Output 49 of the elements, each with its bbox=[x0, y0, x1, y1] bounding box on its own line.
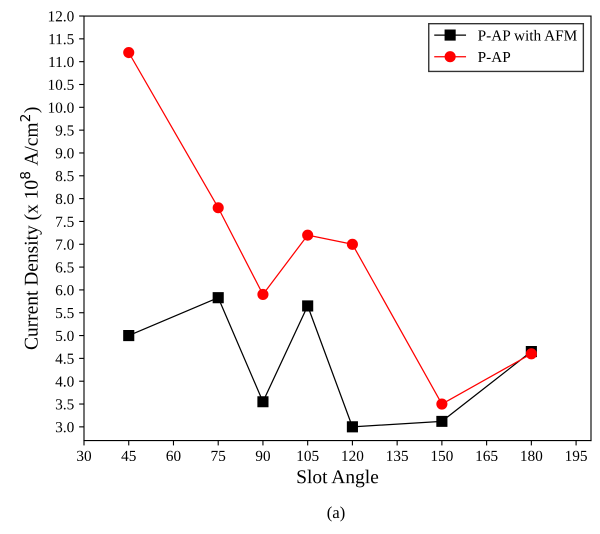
y-tick-label: 8.0 bbox=[56, 194, 74, 204]
x-tick-label: 150 bbox=[432, 450, 453, 462]
x-tick-label: 30 bbox=[77, 450, 92, 462]
point bbox=[212, 292, 224, 304]
y-tick-label: 10.0 bbox=[48, 102, 74, 113]
point bbox=[436, 398, 448, 410]
y-tick-label: 5.0 bbox=[56, 330, 74, 342]
x-tick-label: 90 bbox=[256, 450, 270, 462]
point bbox=[346, 421, 358, 432]
y-tick-label: 7.0 bbox=[56, 239, 74, 250]
y-tick-label: 10.5 bbox=[48, 80, 74, 90]
y-tick-label: 5.5 bbox=[56, 308, 74, 318]
point bbox=[436, 416, 448, 427]
legend-label: P-AP with AFM bbox=[478, 30, 577, 41]
x-tick-label: 120 bbox=[342, 450, 364, 462]
x-tick-label: 135 bbox=[387, 450, 408, 462]
x-tick-label: 75 bbox=[212, 450, 226, 462]
y-tick-label: 9.0 bbox=[56, 148, 74, 158]
point bbox=[257, 396, 268, 408]
y-tick-label: 4.5 bbox=[55, 354, 74, 364]
x-tick-label: 180 bbox=[521, 450, 542, 462]
x-tick-label: 60 bbox=[166, 450, 181, 462]
y-tick-label: 6.0 bbox=[56, 285, 74, 296]
y-tick-label: 12.0 bbox=[48, 11, 74, 22]
x-tick-label: 195 bbox=[566, 450, 587, 462]
y-tick-label: 7.5 bbox=[56, 216, 74, 227]
y-tick-label: 11.0 bbox=[49, 56, 74, 68]
legend-label: P-AP bbox=[478, 52, 510, 62]
x-axis-title: Slot Angle bbox=[297, 470, 378, 488]
y-tick-label: 11.5 bbox=[49, 34, 74, 44]
point bbox=[346, 238, 358, 250]
point bbox=[123, 46, 134, 58]
x-tick-label: 165 bbox=[476, 450, 498, 462]
y-tick-label: 6.5 bbox=[56, 262, 74, 273]
point bbox=[302, 230, 314, 241]
y-tick-label: 3.0 bbox=[56, 422, 74, 432]
point bbox=[302, 300, 314, 312]
y-tick-label: 9.5 bbox=[56, 125, 74, 136]
point bbox=[212, 202, 224, 214]
y-tick-label: 8.5 bbox=[56, 170, 74, 182]
y-tick-label: 3.5 bbox=[56, 399, 74, 410]
x-tick-label: 45 bbox=[121, 450, 136, 462]
text: (a) bbox=[327, 506, 345, 522]
x-tick-label: 105 bbox=[298, 450, 319, 462]
point bbox=[257, 288, 268, 300]
point bbox=[123, 330, 134, 342]
point bbox=[526, 348, 537, 360]
y-axis-title: Current Density (x 10$^{8}$ A/cm$^{2}$) bbox=[20, 107, 42, 350]
y-tick-label: 4.0 bbox=[55, 376, 74, 387]
